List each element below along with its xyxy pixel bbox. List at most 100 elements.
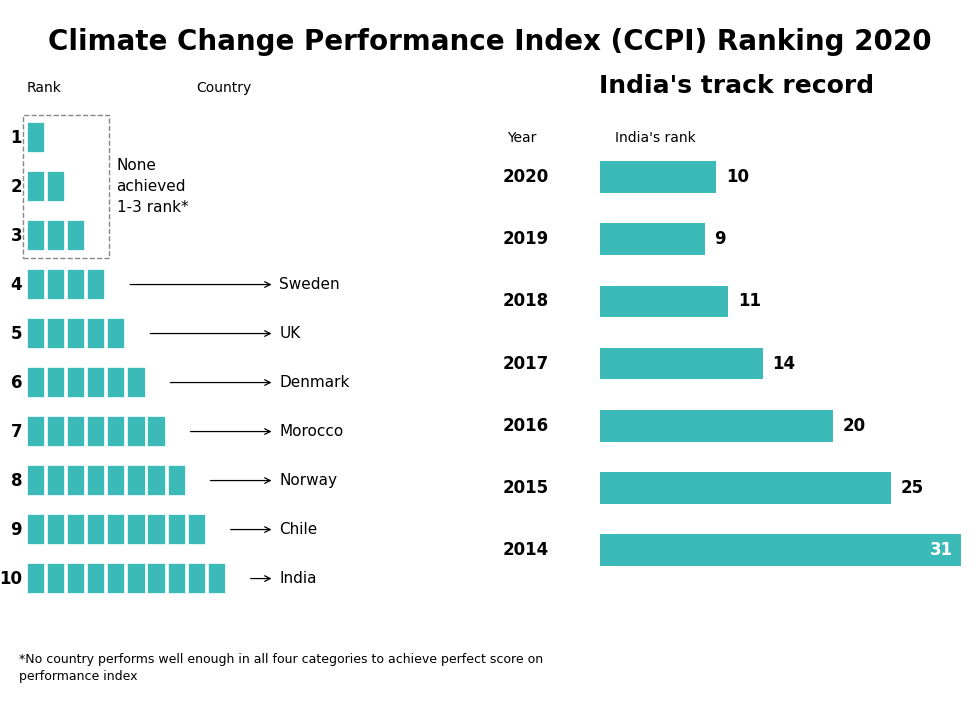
Bar	[108, 563, 125, 595]
Bar	[67, 220, 85, 252]
Bar	[24, 115, 110, 257]
Text: 1: 1	[11, 129, 23, 146]
Text: 2016: 2016	[503, 416, 549, 435]
Bar	[147, 563, 166, 595]
Text: India's rank: India's rank	[614, 132, 696, 146]
Text: Norway: Norway	[279, 473, 337, 488]
Bar	[47, 269, 65, 300]
Bar	[600, 410, 833, 442]
Bar	[147, 416, 166, 448]
Bar	[47, 563, 65, 595]
Text: Year: Year	[508, 132, 537, 146]
Bar	[67, 464, 85, 496]
Text: 10: 10	[726, 168, 749, 186]
Bar	[47, 367, 65, 398]
Bar	[600, 286, 728, 317]
Bar	[147, 464, 166, 496]
Text: 4: 4	[11, 276, 23, 293]
Bar	[600, 161, 716, 193]
Bar	[27, 563, 45, 595]
Bar	[27, 514, 45, 545]
Text: 2019: 2019	[503, 230, 549, 248]
Bar	[600, 472, 891, 503]
Bar	[87, 514, 106, 545]
Bar	[147, 514, 166, 545]
Text: 2015: 2015	[503, 479, 549, 497]
Text: 2014: 2014	[503, 541, 549, 559]
Text: None
achieved
1-3 rank*: None achieved 1-3 rank*	[117, 158, 188, 215]
Text: Climate Change Performance Index (CCPI) Ranking 2020: Climate Change Performance Index (CCPI) …	[48, 28, 932, 57]
Text: 20: 20	[843, 416, 865, 435]
Text: 10: 10	[0, 570, 23, 588]
Text: Sweden: Sweden	[279, 277, 340, 292]
Bar	[47, 220, 65, 252]
Text: 7: 7	[11, 423, 23, 440]
Bar	[127, 563, 145, 595]
Text: India's track record: India's track record	[599, 74, 874, 98]
Bar	[168, 464, 185, 496]
Bar	[108, 367, 125, 398]
Bar	[188, 563, 206, 595]
Bar	[67, 416, 85, 448]
Bar	[127, 416, 145, 448]
Bar	[108, 317, 125, 349]
Bar	[108, 416, 125, 448]
Bar	[27, 464, 45, 496]
Bar	[600, 348, 762, 380]
Bar	[47, 317, 65, 349]
Bar	[127, 514, 145, 545]
Bar	[168, 563, 185, 595]
Text: Country: Country	[196, 81, 251, 95]
Text: 14: 14	[772, 355, 796, 373]
Bar	[87, 269, 106, 300]
Bar	[87, 317, 106, 349]
Text: 2017: 2017	[503, 355, 549, 373]
Text: *No country performs well enough in all four categories to achieve perfect score: *No country performs well enough in all …	[20, 653, 544, 683]
Bar	[87, 563, 106, 595]
Bar	[87, 464, 106, 496]
Bar	[67, 367, 85, 398]
Bar	[27, 170, 45, 202]
Bar	[87, 367, 106, 398]
Bar	[127, 367, 145, 398]
Text: 8: 8	[11, 472, 23, 489]
Bar	[127, 464, 145, 496]
Text: 31: 31	[930, 541, 954, 559]
Text: 5: 5	[11, 325, 23, 343]
Bar	[67, 563, 85, 595]
Text: 25: 25	[901, 479, 923, 497]
Text: 2020: 2020	[503, 168, 549, 186]
Text: Morocco: Morocco	[279, 424, 344, 439]
Bar	[600, 534, 960, 566]
Bar	[67, 317, 85, 349]
Bar	[188, 514, 206, 545]
Text: Denmark: Denmark	[279, 375, 350, 390]
Bar	[47, 514, 65, 545]
Bar	[208, 563, 225, 595]
Bar	[67, 269, 85, 300]
Bar	[27, 220, 45, 252]
Bar	[47, 170, 65, 202]
Bar	[27, 416, 45, 448]
Text: India: India	[279, 571, 317, 586]
Bar	[27, 122, 45, 153]
Bar	[108, 464, 125, 496]
Text: 11: 11	[738, 293, 760, 310]
Text: 3: 3	[11, 226, 23, 245]
Text: Rank: Rank	[27, 81, 62, 95]
Bar	[87, 416, 106, 448]
Bar	[108, 514, 125, 545]
Bar	[27, 269, 45, 300]
Text: Chile: Chile	[279, 522, 318, 537]
Bar	[27, 367, 45, 398]
Bar	[47, 464, 65, 496]
Bar	[168, 514, 185, 545]
Bar	[600, 223, 705, 255]
Text: 2: 2	[11, 177, 23, 196]
Text: UK: UK	[279, 326, 301, 341]
Text: 2018: 2018	[503, 293, 549, 310]
Bar	[67, 514, 85, 545]
Text: 9: 9	[714, 230, 726, 248]
Text: 6: 6	[11, 373, 23, 392]
Bar	[47, 416, 65, 448]
